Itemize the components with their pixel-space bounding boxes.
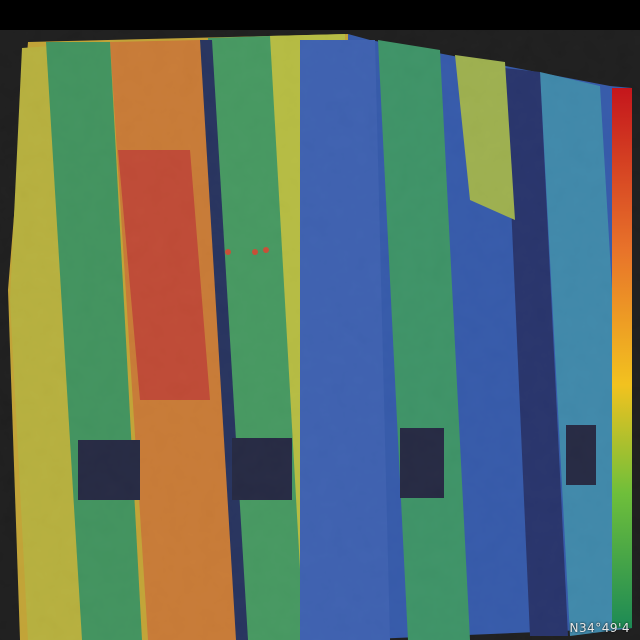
texture — [0, 30, 640, 640]
coordinate-readout: N34°49'4 — [569, 621, 630, 635]
color-scale-bar — [612, 88, 632, 628]
